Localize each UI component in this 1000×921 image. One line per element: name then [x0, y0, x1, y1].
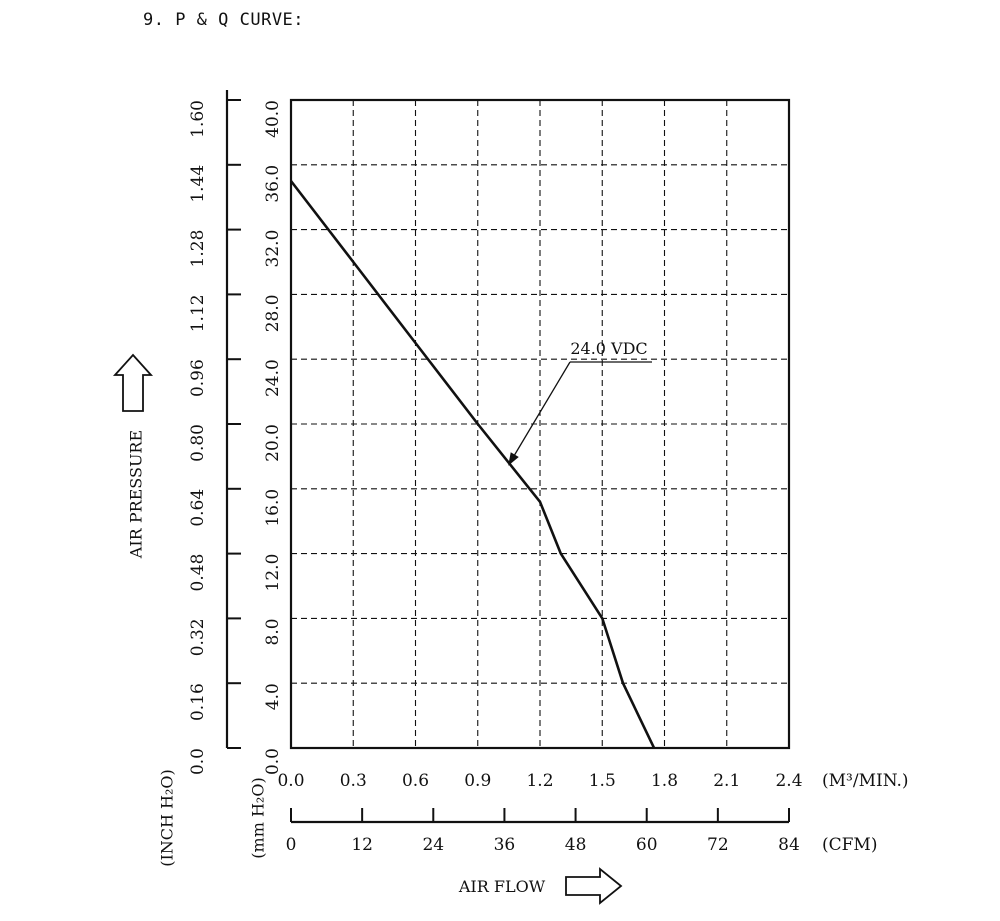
x-tick-label-m3: 1.5: [589, 771, 616, 791]
x-tick-label-m3: 0.6: [402, 771, 429, 791]
y-tick-label-mm: 8.0: [263, 618, 283, 645]
page-title: 9. P & Q CURVE:: [143, 10, 305, 30]
x-tick-label-cfm: 12: [351, 835, 373, 855]
y-tick-label-mm: 20.0: [263, 424, 283, 462]
y-tick-label-inch: 0.96: [188, 359, 208, 397]
x-axis-unit-m3: (M³/MIN.): [822, 771, 909, 791]
y-tick-label-inch: 0.16: [188, 683, 208, 721]
annotation-leader-line: [508, 361, 571, 465]
x-tick-label-m3: 0.9: [464, 771, 491, 791]
y-tick-label-mm: 16.0: [263, 489, 283, 527]
arrow-up-icon: [112, 353, 154, 412]
x-tick-label-m3: 0.3: [340, 771, 367, 791]
x-axis-title: AIR FLOW: [458, 877, 546, 896]
x-tick-label-cfm: 0: [286, 835, 297, 855]
y-axis-unit-inch: (INCH H₂O): [158, 769, 177, 867]
y-tick-label-inch: 0.32: [188, 618, 208, 656]
plot-frame: [289, 98, 791, 750]
x-tick-label-cfm: 72: [707, 835, 729, 855]
y-tick-label-inch: 0.64: [188, 489, 208, 527]
y-tick-label-inch: 1.12: [188, 294, 208, 332]
y-tick-label-mm: 40.0: [263, 100, 283, 138]
x-tick-label-m3: 1.2: [526, 771, 553, 791]
x-tick-label-cfm: 60: [636, 835, 658, 855]
annotation-label: 24.0 VDC: [570, 339, 647, 358]
y-tick-label-mm: 0.0: [263, 748, 283, 775]
annotation-arrowhead: [508, 452, 519, 466]
x-tick-label-m3: 2.4: [775, 771, 802, 791]
x-axis-unit-cfm: (CFM): [822, 835, 877, 855]
x-tick-label-cfm: 24: [422, 835, 444, 855]
y-axis-unit-mm: (mm H₂O): [249, 777, 268, 858]
y-tick-label-mm: 32.0: [263, 230, 283, 268]
y-tick-label-inch: 0.0: [188, 748, 208, 775]
series-line: [289, 180, 656, 749]
x-tick-label-cfm: 84: [778, 835, 800, 855]
y-tick-label-mm: 12.0: [263, 554, 283, 592]
y-tick-label-mm: 36.0: [263, 165, 283, 203]
x-tick-label-m3: 1.8: [651, 771, 678, 791]
y-tick-label-inch: 1.28: [188, 230, 208, 268]
x-tick-label-m3: 0.0: [277, 771, 304, 791]
x-tick-label-m3: 2.1: [713, 771, 740, 791]
x-tick-label-cfm: 36: [494, 835, 516, 855]
arrow-right-icon: [565, 867, 623, 905]
y-tick-label-inch: 1.44: [188, 165, 208, 203]
y-tick-label-mm: 4.0: [263, 683, 283, 710]
y-tick-label-mm: 24.0: [263, 359, 283, 397]
x-tick-label-cfm: 48: [565, 835, 587, 855]
y-axis-title: AIR PRESSURE: [127, 430, 146, 559]
y-tick-label-inch: 1.60: [188, 100, 208, 138]
y-tick-label-inch: 0.80: [188, 424, 208, 462]
y-tick-label-inch: 0.48: [188, 554, 208, 592]
y-tick-label-mm: 28.0: [263, 294, 283, 332]
